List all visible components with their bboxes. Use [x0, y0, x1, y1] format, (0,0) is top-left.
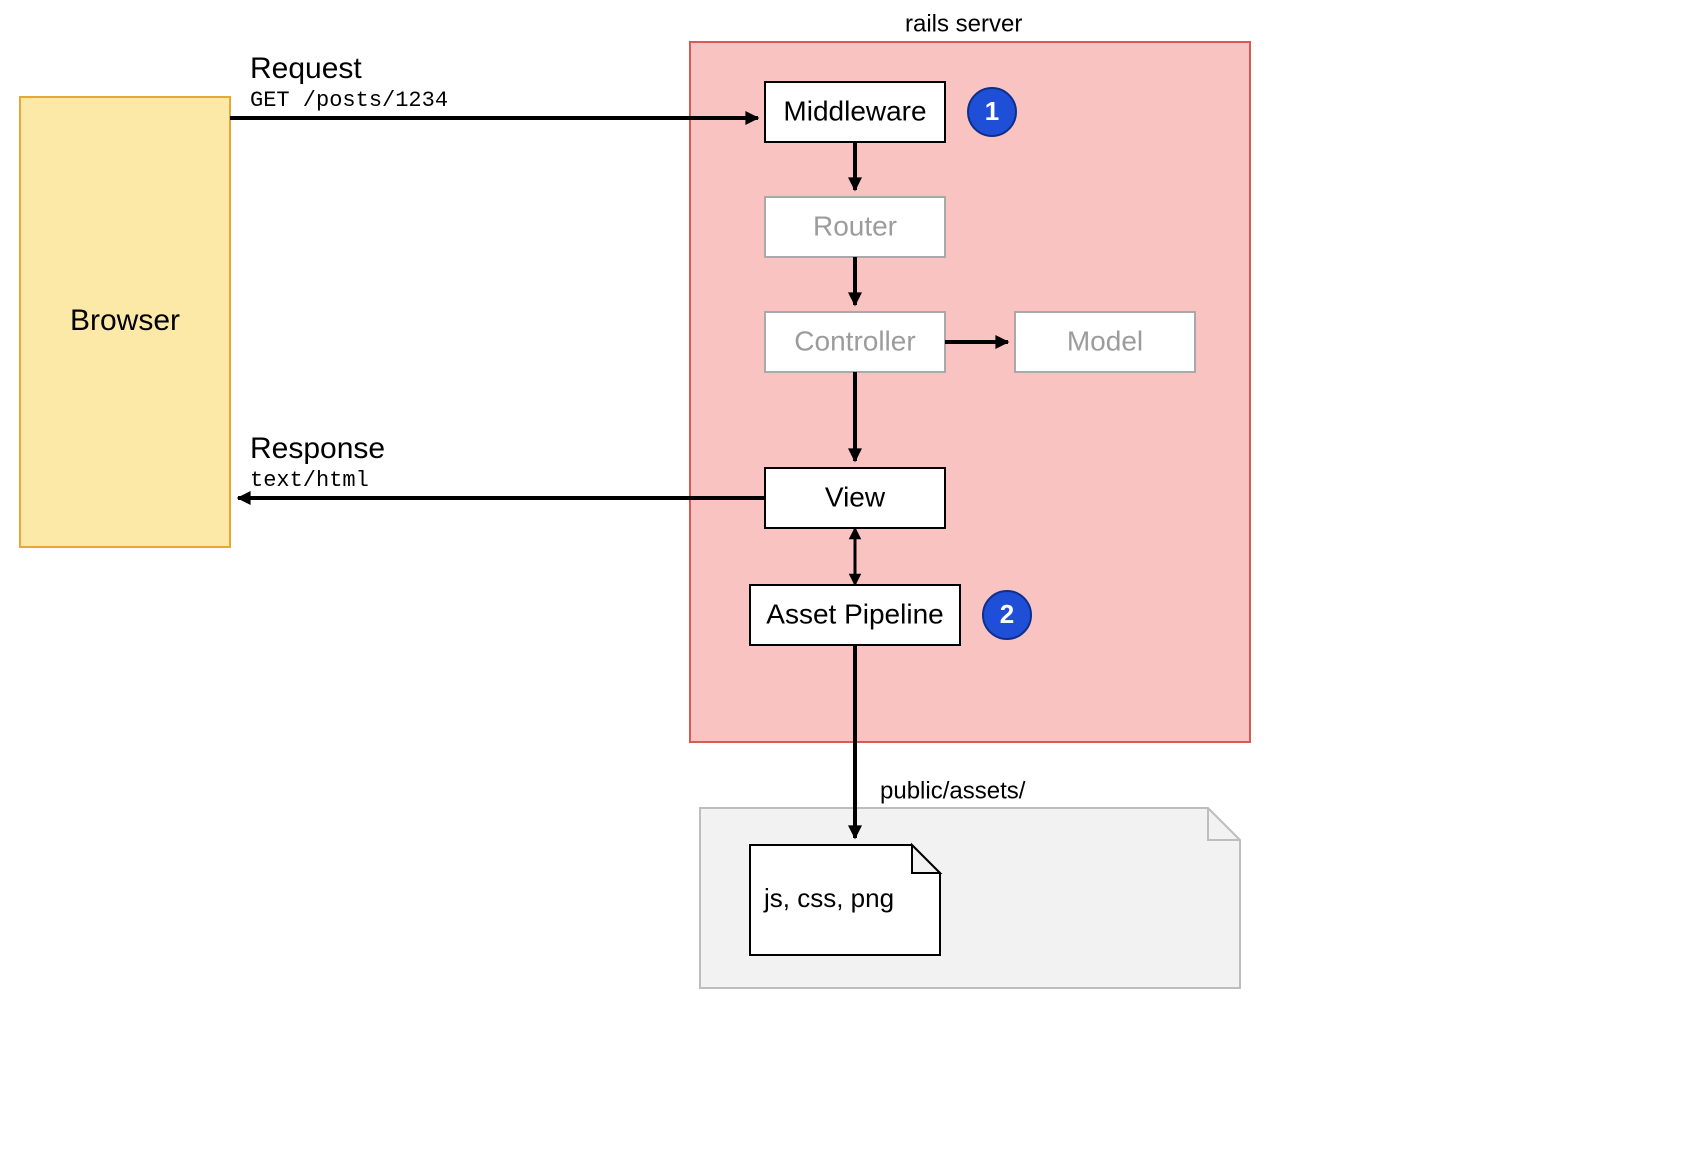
badge-1-label: 1 [985, 96, 999, 126]
response-title: Response [250, 432, 385, 465]
file-node-label: js, css, png [763, 883, 894, 913]
assets-label: public/assets/ [880, 777, 1026, 804]
node-router-label: Router [813, 210, 897, 241]
response-sub: text/html [250, 468, 369, 493]
badge-2-label: 2 [1000, 599, 1014, 629]
node-model-label: Model [1067, 325, 1143, 356]
request-sub: GET /posts/1234 [250, 88, 448, 113]
node-middleware-label: Middleware [783, 95, 926, 126]
diagram-canvas: Browser Request GET /posts/1234 Response tex… [0, 0, 1703, 1175]
node-view-label: View [825, 481, 886, 512]
request-title: Request [250, 52, 362, 85]
node-asset-label: Asset Pipeline [766, 598, 943, 629]
node-controller-label: Controller [794, 325, 915, 356]
server-label: rails server [905, 10, 1022, 37]
browser-label: Browser [70, 304, 180, 337]
